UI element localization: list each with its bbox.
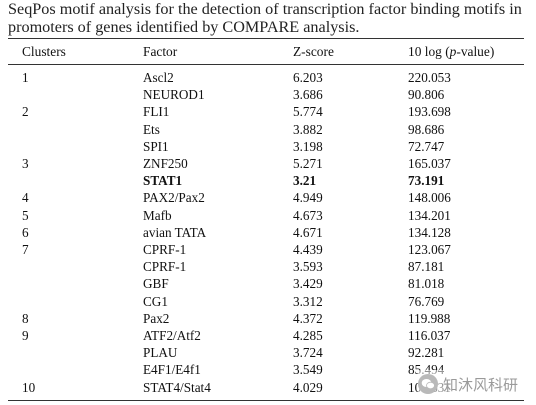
cell-factor: ZNF250: [143, 156, 188, 171]
cell-factor: ATF2/Atf2: [143, 328, 201, 343]
cell-cluster: 2: [22, 104, 29, 120]
cell-factor: PLAU: [143, 345, 178, 361]
cell-factor: CPRF-1: [143, 242, 187, 257]
cell-zscore: 4.949: [293, 190, 323, 206]
cell-zscore: 3.593: [293, 259, 323, 275]
cell-pvalue: 73.191: [408, 173, 445, 189]
cell-pvalue: 134.201: [408, 207, 451, 223]
cell-cluster: 3: [22, 156, 29, 171]
cell-factor: CPRF-1: [143, 259, 187, 275]
cell-zscore: 5.774: [293, 104, 323, 120]
cell-zscore: 4.671: [293, 224, 323, 240]
cell-pvalue: 98.686: [408, 121, 445, 137]
cell-factor: STAT1: [143, 173, 183, 189]
cell-cluster: 6: [22, 224, 29, 240]
cell-cluster: 1: [22, 70, 29, 85]
header-factor: Factor: [143, 44, 178, 59]
cell-cluster: 4: [22, 190, 29, 206]
cell-pvalue: 123.067: [408, 242, 451, 257]
cell-factor: PAX2/Pax2: [143, 190, 205, 206]
cell-cluster: 7: [22, 242, 29, 257]
cell-pvalue: 72.747: [408, 138, 445, 154]
header-pvalue-prefix: 10 log (: [408, 44, 450, 59]
cell-factor: CG1: [143, 293, 168, 309]
cell-pvalue: 81.018: [408, 276, 445, 292]
cell-zscore: 4.029: [293, 379, 323, 395]
cell-pvalue: 76.769: [408, 293, 445, 309]
watermark-text: 知沐风科研: [443, 375, 519, 394]
cell-factor: STAT4/Stat4: [143, 379, 211, 395]
cell-pvalue: 134.128: [408, 224, 451, 240]
cell-cluster: 9: [22, 328, 29, 343]
cell-zscore: 4.673: [293, 207, 323, 223]
cell-zscore: 3.429: [293, 276, 323, 292]
table-top-rule: [8, 38, 524, 39]
cell-zscore: 3.312: [293, 293, 323, 309]
cell-cluster: 5: [22, 207, 29, 223]
cell-zscore: 4.372: [293, 310, 323, 326]
cell-factor: GBF: [143, 276, 169, 292]
cell-cluster: 10: [22, 379, 36, 395]
cell-pvalue: 220.053: [408, 70, 451, 85]
cell-zscore: 4.285: [293, 328, 323, 343]
cell-pvalue: 87.181: [408, 259, 445, 275]
cell-factor: Ascl2: [143, 70, 174, 85]
cell-pvalue: 92.281: [408, 345, 445, 361]
header-pvalue-suffix: -value): [456, 44, 495, 59]
cell-pvalue: 116.037: [408, 328, 451, 343]
cell-zscore: 3.198: [293, 138, 323, 154]
header-clusters: Clusters: [22, 44, 66, 59]
table-caption: SeqPos motif analysis for the detection …: [8, 0, 522, 36]
cell-zscore: 3.724: [293, 345, 323, 361]
cell-cluster: 8: [22, 310, 29, 326]
cell-pvalue: 148.006: [408, 190, 451, 206]
table-bottom-rule: [8, 400, 524, 401]
cell-factor: FLI1: [143, 104, 170, 120]
cell-pvalue: 193.698: [408, 104, 451, 120]
wechat-icon: [418, 374, 438, 394]
watermark: 知沐风科研: [418, 370, 534, 398]
cell-factor: E4F1/E4f1: [143, 362, 201, 378]
cell-zscore: 4.439: [293, 242, 323, 257]
cell-factor: Mafb: [143, 207, 172, 223]
header-pvalue: 10 log (p-value): [408, 44, 494, 60]
cell-zscore: 3.686: [293, 87, 323, 103]
cell-pvalue: 90.806: [408, 87, 445, 103]
cell-zscore: 5.271: [293, 156, 323, 171]
cell-factor: SPI1: [143, 138, 169, 154]
header-zscore: Z-score: [293, 44, 334, 59]
cell-factor: avian TATA: [143, 224, 207, 240]
cell-pvalue: 165.037: [408, 156, 451, 171]
cell-zscore: 3.21: [293, 173, 317, 189]
table-header-rule: [8, 64, 524, 65]
header-pvalue-p: p: [449, 44, 457, 59]
cell-zscore: 3.882: [293, 121, 323, 137]
cell-pvalue: 119.988: [408, 310, 451, 326]
cell-zscore: 3.549: [293, 362, 323, 378]
cell-factor: Ets: [143, 121, 160, 137]
cell-factor: Pax2: [143, 310, 170, 326]
cell-zscore: 6.203: [293, 70, 323, 85]
cell-factor: NEUROD1: [143, 87, 205, 103]
